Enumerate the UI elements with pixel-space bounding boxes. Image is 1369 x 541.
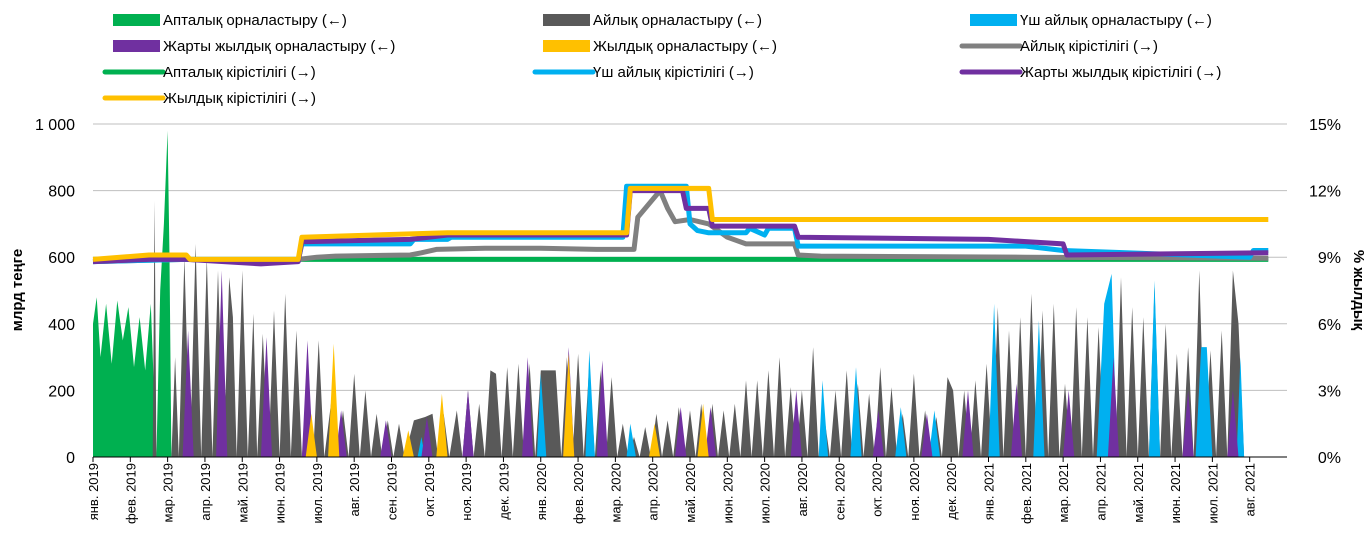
x-tick-label: фев. 2020: [571, 463, 586, 524]
x-tick-label: окт. 2019: [422, 463, 437, 517]
x-tick-label: авг. 2020: [795, 463, 810, 516]
legend-item: Айлық кірістілігі (→): [959, 38, 1158, 55]
x-tick-label: апр. 2021: [1093, 463, 1108, 521]
legend-label: Апталық кірістілігі (→): [163, 64, 316, 81]
x-tick-label: авг. 2019: [347, 463, 362, 516]
legend-swatch: [113, 40, 160, 52]
legend-item: Жылдық кірістілігі (→): [102, 90, 316, 107]
y-tick-left: 400: [48, 317, 75, 334]
legend-label: Айлық орналастыру (←): [593, 12, 762, 29]
x-tick-label: фев. 2021: [1019, 463, 1034, 524]
x-tick-label: янв. 2021: [982, 463, 997, 520]
x-tick-label: апр. 2020: [646, 463, 661, 521]
placement-areas: [93, 130, 1245, 457]
legend-item: Жылдық орналастыру (←): [543, 38, 777, 55]
y-tick-right: 0%: [1318, 450, 1341, 467]
y-tick-right: 15%: [1309, 117, 1341, 134]
x-tick-label: июл. 2020: [758, 463, 773, 523]
x-tick-label: сен. 2020: [832, 463, 847, 520]
y-axis-right-title: % жылдық: [1350, 250, 1367, 331]
legend-swatch: [543, 14, 590, 26]
y-tick-right: 9%: [1318, 250, 1341, 267]
x-tick-label: дек. 2020: [944, 463, 959, 520]
legend-item: Үш айлық орналастыру (←): [970, 12, 1212, 29]
x-tick-label: мар. 2021: [1056, 463, 1071, 523]
x-tick-label: мар. 2020: [608, 463, 623, 523]
x-tick-label: июл. 2021: [1205, 463, 1220, 523]
x-tick-label: авг. 2021: [1243, 463, 1258, 516]
yield-lines: [92, 183, 1269, 267]
y-tick-right: 6%: [1318, 317, 1341, 334]
x-tick-label: май. 2021: [1131, 463, 1146, 523]
y-tick-left: 0: [66, 450, 75, 467]
legend-item: Апталық кірістілігі (→): [102, 64, 316, 81]
line-жылдық-кірістілігі: [92, 185, 1269, 262]
legend-item: Үш айлық кірістілігі (→): [532, 64, 754, 81]
area-апталық-орналастыру: [93, 130, 172, 457]
legend: Апталық орналастыру (←) Айлық орналастыру…: [102, 12, 1221, 107]
axes: 0 0% 200 3% 400 6% 600 9% 800 12% 1 000 15% янв. 201…: [35, 117, 1341, 524]
x-tick-label: июн. 2019: [273, 463, 288, 523]
x-tick-label: июл. 2019: [310, 463, 325, 523]
x-tick-label: апр. 2019: [198, 463, 213, 521]
y-tick-left: 1 000: [35, 117, 75, 134]
legend-label: Жылдық кірістілігі (→): [163, 90, 316, 107]
line-үш-айлық-кірістілігі: [92, 183, 1269, 265]
x-tick-label: янв. 2020: [534, 463, 549, 520]
legend-label: Жылдық орналастыру (←): [593, 38, 777, 55]
y-tick-right: 3%: [1318, 383, 1341, 400]
y-axis-left-title: млрд теңге: [9, 249, 26, 331]
y-tick-left: 200: [48, 383, 75, 400]
y-tick-right: 12%: [1309, 184, 1341, 201]
legend-label: Айлық кірістілігі (→): [1020, 38, 1158, 55]
area-айлық-орналастыру: [152, 200, 1245, 457]
y-tick-left: 800: [48, 184, 75, 201]
x-tick-label: июн. 2020: [720, 463, 735, 523]
x-tick-label: ноя. 2020: [907, 463, 922, 521]
x-tick-label: дек. 2019: [496, 463, 511, 520]
x-tick-label: июн. 2021: [1168, 463, 1183, 523]
area-жарты-жылдық-орналастыру: [182, 270, 1239, 457]
x-tick-label: май. 2019: [235, 463, 250, 523]
legend-item: Апталық орналастыру (←): [113, 12, 347, 29]
x-tick-label: янв. 2019: [86, 463, 101, 520]
x-tick-label: мар. 2019: [161, 463, 176, 523]
legend-label: Жарты жылдық кірістілігі (→): [1020, 64, 1221, 81]
x-tick-label: сен. 2019: [385, 463, 400, 520]
legend-item: Жарты жылдық орналастыру (←): [113, 38, 395, 55]
legend-label: Үш айлық орналастыру (←): [1020, 12, 1212, 29]
legend-swatch: [113, 14, 160, 26]
legend-swatch: [970, 14, 1017, 26]
line-айлық-кірістілігі: [92, 188, 1269, 265]
legend-label: Жарты жылдық орналастыру (←): [163, 38, 395, 55]
legend-label: Апталық орналастыру (←): [163, 12, 347, 29]
legend-item: Жарты жылдық кірістілігі (→): [959, 64, 1221, 81]
legend-label: Үш айлық кірістілігі (→): [593, 64, 754, 81]
legend-swatch: [543, 40, 590, 52]
y-tick-left: 600: [48, 250, 75, 267]
area-үш-айлық-орналастыру: [328, 273, 1245, 457]
x-tick-label: фев. 2019: [123, 463, 138, 524]
line-жарты-жылдық-кірістілігі: [92, 188, 1269, 267]
x-tick-label: ноя. 2019: [459, 463, 474, 521]
legend-item: Айлық орналастыру (←): [543, 12, 762, 29]
x-tick-label: окт. 2020: [870, 463, 885, 517]
x-tick-label: май. 2020: [683, 463, 698, 523]
